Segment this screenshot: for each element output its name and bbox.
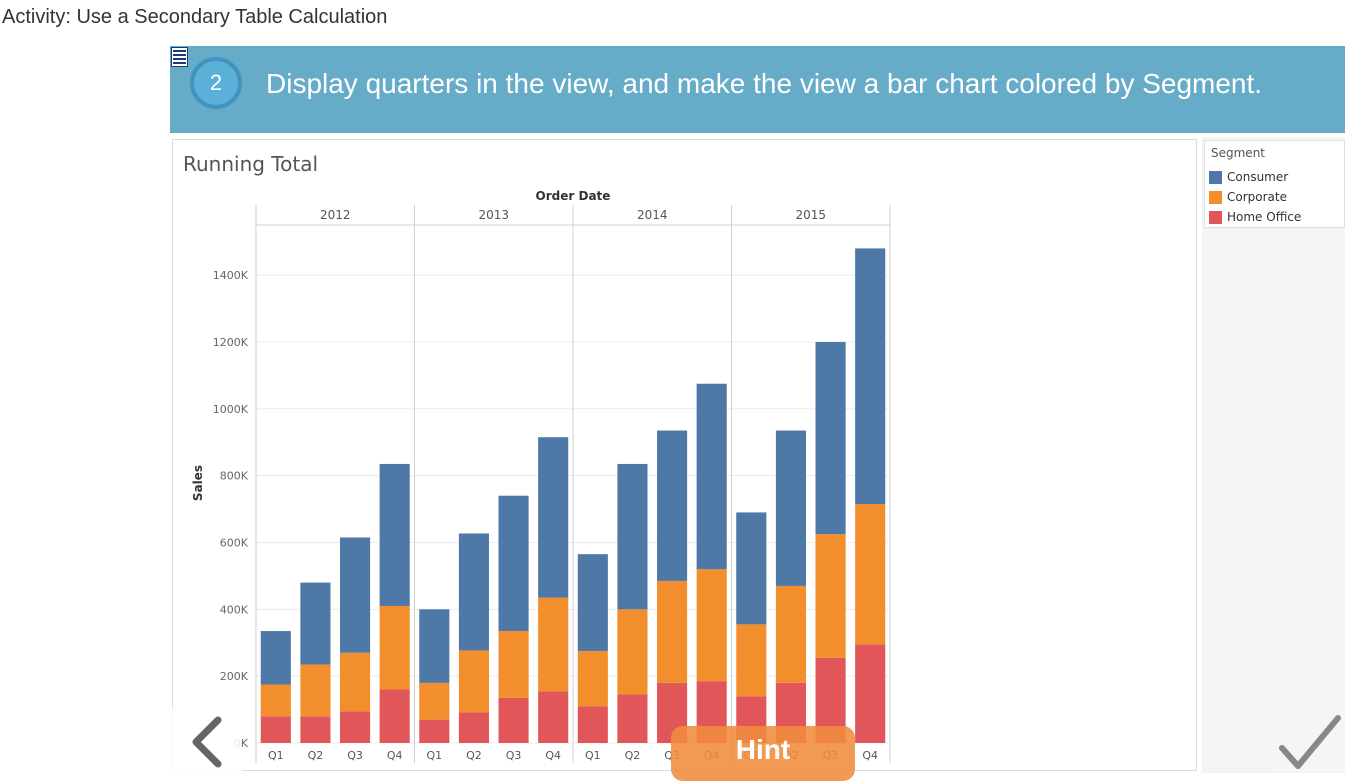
x-tick-label: Q2: [466, 749, 482, 762]
y-tick-label: 200K: [220, 670, 249, 683]
bar-segment-corporate: [458, 650, 489, 713]
bar-segment-consumer: [577, 554, 608, 652]
x-tick-label: Q2: [308, 749, 324, 762]
bar-segment-home-office: [855, 644, 886, 743]
bar-segment-corporate: [300, 664, 331, 717]
bar-segment-consumer: [458, 533, 489, 651]
bar-segment-home-office: [379, 689, 410, 743]
bar-segment-corporate: [538, 597, 569, 692]
bar-segment-home-office: [340, 711, 371, 743]
x-tick-label: Q1: [268, 749, 284, 762]
bar-segment-home-office: [419, 719, 450, 743]
legend-swatch-consumer: [1209, 170, 1222, 184]
y-tick-label: 1400K: [213, 269, 249, 282]
instruction-text: Display quarters in the view, and make t…: [266, 68, 1263, 99]
y-tick-label: 1000K: [213, 403, 249, 416]
bar-segment-consumer: [855, 248, 886, 505]
step-number-badge: 2: [190, 57, 242, 109]
y-tick-label: 1200K: [213, 336, 249, 349]
instruction-banner: [170, 46, 1345, 133]
x-tick-label: Q1: [426, 749, 442, 762]
checkmark-icon: [1279, 715, 1341, 769]
bar-segment-consumer: [340, 537, 371, 653]
bar-segment-home-office: [498, 697, 529, 743]
bar-segment-corporate: [498, 631, 529, 698]
x-tick-label: Q4: [545, 749, 561, 762]
bar-segment-consumer: [538, 437, 569, 598]
bar-segment-corporate: [855, 504, 886, 645]
legend-item-corporate[interactable]: Corporate: [1209, 190, 1287, 204]
bar-segment-home-office: [300, 716, 331, 743]
bar-segment-corporate: [815, 534, 846, 658]
bar-segment-consumer: [260, 631, 291, 685]
bar-segment-corporate: [419, 682, 450, 720]
bar-segment-corporate: [379, 605, 410, 690]
x-tick-label: Q3: [347, 749, 363, 762]
bar-segment-corporate: [696, 569, 727, 682]
year-label: 2013: [478, 208, 509, 222]
legend-panel: [1202, 137, 1345, 773]
x-tick-label: Q4: [387, 749, 403, 762]
legend-label: Consumer: [1227, 170, 1289, 184]
year-label: 2012: [320, 208, 351, 222]
previous-button[interactable]: [172, 706, 242, 773]
x-tick-label: Q4: [862, 749, 878, 762]
x-tick-label: Q2: [625, 749, 641, 762]
legend-label: Home Office: [1227, 210, 1302, 224]
bar-segment-consumer: [696, 383, 727, 570]
bar-segment-home-office: [538, 691, 569, 743]
legend-title: Segment: [1211, 146, 1265, 160]
bar-segment-home-office: [458, 712, 489, 743]
y-tick-label: 400K: [220, 603, 249, 616]
bar-segment-consumer: [736, 512, 767, 625]
y-axis-label: Sales: [191, 465, 205, 501]
legend-label: Corporate: [1227, 190, 1287, 204]
year-label: 2015: [795, 208, 826, 222]
menu-list-icon[interactable]: [171, 47, 188, 67]
segment-legend: [1204, 140, 1345, 228]
legend-item-consumer[interactable]: Consumer: [1209, 170, 1288, 184]
bar-segment-home-office: [260, 716, 291, 743]
y-tick-label: 600K: [220, 536, 249, 549]
bar-segment-home-office: [617, 694, 648, 743]
bar-segment-consumer: [379, 463, 410, 606]
bar-segment-consumer: [498, 495, 529, 632]
submit-check-button[interactable]: [1272, 706, 1345, 773]
bar-segment-corporate: [577, 651, 608, 707]
bar-segment-corporate: [617, 609, 648, 695]
activity-title: Activity: Use a Secondary Table Calculat…: [2, 6, 388, 28]
bar-segment-consumer: [775, 430, 806, 586]
legend-swatch-home-office: [1209, 210, 1222, 224]
viz-title: Running Total: [183, 152, 319, 176]
bar-segment-consumer: [300, 582, 331, 665]
x-tick-label: Q3: [506, 749, 522, 762]
legend-item-home-office[interactable]: Home Office: [1209, 210, 1301, 224]
running-total-chart: 0K200K400K600K800K1000K1200K1400K2012201…: [191, 189, 891, 763]
chevron-left-icon: [192, 716, 222, 768]
bar-segment-corporate: [340, 652, 371, 712]
legend-swatch-corporate: [1209, 190, 1222, 204]
bar-segment-corporate: [736, 624, 767, 697]
y-tick-label: 800K: [220, 470, 249, 483]
bar-segment-corporate: [657, 580, 688, 683]
bar-segment-consumer: [419, 609, 450, 683]
bar-segment-corporate: [260, 684, 291, 717]
bar-segment-consumer: [657, 430, 688, 581]
bar-segment-home-office: [577, 706, 608, 743]
hint-button[interactable]: Hint: [671, 726, 855, 781]
bar-segment-corporate: [775, 585, 806, 683]
year-label: 2014: [637, 208, 668, 222]
bar-segment-consumer: [617, 463, 648, 610]
bar-segment-consumer: [815, 341, 846, 535]
x-tick-label: Q1: [585, 749, 601, 762]
column-header-label: Order Date: [536, 189, 611, 203]
